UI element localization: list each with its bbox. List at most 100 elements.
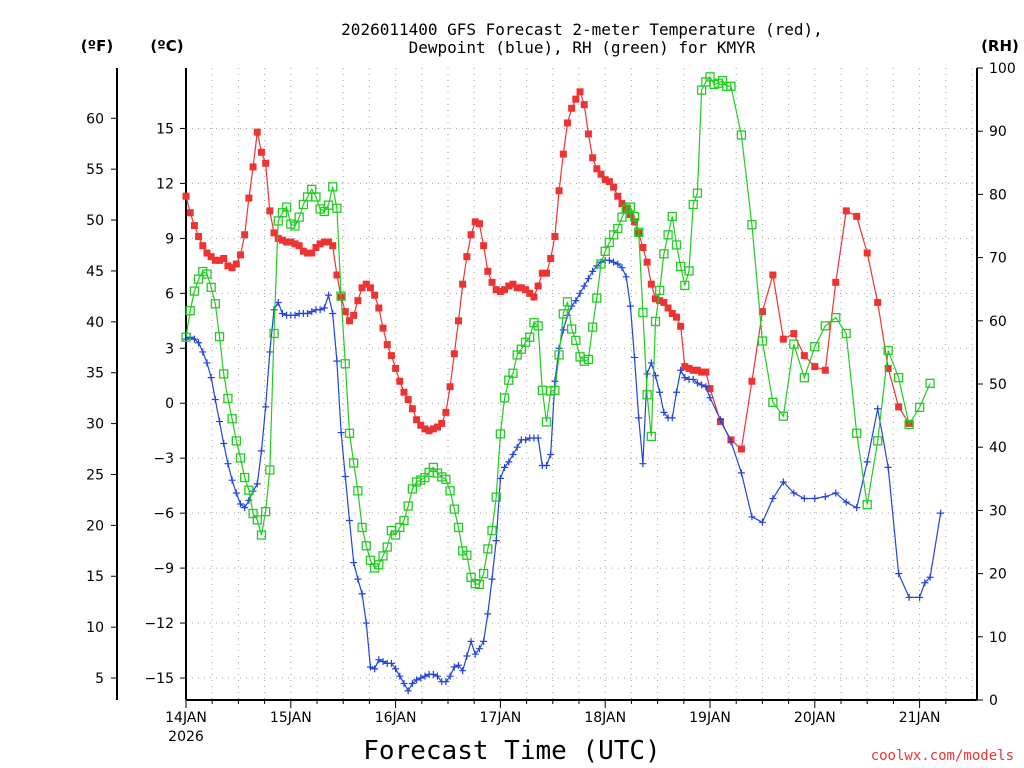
- dewpoint-point: [228, 476, 236, 484]
- rh-point: [562, 297, 573, 307]
- temperature-point: [488, 278, 496, 286]
- rh-point: [441, 474, 451, 485]
- temperature-point: [643, 258, 651, 266]
- temperature-point: [333, 271, 341, 279]
- dewpoint-point: [547, 451, 555, 459]
- temperature-point: [266, 207, 274, 215]
- rh-point: [260, 507, 271, 517]
- rh-point: [600, 246, 610, 256]
- dewpoint-point: [392, 665, 400, 673]
- dewpoint-point: [329, 309, 337, 317]
- dewpoint-point: [522, 436, 530, 444]
- rh-point: [638, 307, 648, 318]
- rh-tick-label: 90: [989, 124, 1007, 140]
- dewpoint-point: [253, 480, 261, 488]
- temperature-point: [379, 324, 387, 332]
- fahrenheit-tick-label: 10: [86, 620, 104, 636]
- rh-point: [883, 345, 893, 356]
- dewpoint-point: [262, 403, 270, 411]
- dewpoint-point: [716, 416, 724, 424]
- dewpoint-point: [916, 593, 924, 601]
- dewpoint-point: [400, 680, 408, 688]
- temperature-point: [551, 233, 559, 241]
- temperature-point: [228, 264, 236, 272]
- dewpoint-point: [800, 494, 808, 502]
- rh-point: [684, 266, 694, 276]
- dewpoint-point: [387, 659, 395, 667]
- rh-point: [747, 220, 757, 230]
- fahrenheit-tick-label: 55: [86, 162, 104, 178]
- dewpoint-point: [584, 275, 592, 283]
- rh-point: [453, 522, 464, 533]
- rh-point: [244, 485, 254, 495]
- temperature-point: [467, 231, 475, 239]
- rh-point: [206, 282, 216, 292]
- dewpoint-point: [354, 575, 362, 583]
- time-tick-label: 16JAN: [375, 710, 417, 726]
- temperature-point: [547, 255, 555, 263]
- temperature-point: [454, 317, 462, 325]
- celsius-unit-label: (ºC): [150, 37, 183, 55]
- rh-point: [269, 328, 279, 339]
- dewpoint-point: [257, 447, 265, 455]
- dewpoint-point: [471, 650, 479, 658]
- dewpoint-point: [304, 309, 312, 317]
- rh-point: [583, 354, 594, 365]
- dewpoint-point: [337, 429, 345, 437]
- rh-point: [778, 411, 789, 421]
- rh-point: [541, 417, 552, 427]
- dewpoint-point: [467, 637, 475, 645]
- rh-point: [332, 203, 342, 213]
- rh-point: [820, 321, 830, 331]
- rh-point: [449, 504, 459, 514]
- dewpoint-point: [572, 297, 580, 305]
- temperature-point: [779, 335, 787, 343]
- temperature-point: [601, 176, 609, 184]
- rh-point: [629, 211, 640, 222]
- fahrenheit-unit-label: (ºF): [81, 37, 113, 55]
- series-layer: [181, 72, 945, 695]
- rh-point: [831, 312, 841, 323]
- dewpoint-point: [211, 396, 219, 404]
- temperature-point: [245, 194, 253, 202]
- fahrenheit-tick-label: 25: [86, 467, 104, 483]
- dewpoint-point: [421, 672, 429, 680]
- dewpoint-point: [559, 326, 567, 334]
- temperature-point: [874, 298, 882, 306]
- dewpoint-point: [921, 579, 929, 587]
- credit-text: coolwx.com/models: [871, 748, 1014, 764]
- temperature-point: [706, 385, 714, 393]
- temperature-point: [631, 218, 639, 226]
- rh-point: [655, 285, 665, 296]
- temperature-point: [517, 284, 525, 292]
- rh-line: [185, 75, 931, 585]
- celsius-tick-label: −12: [144, 616, 174, 632]
- rh-point: [625, 202, 636, 212]
- rh-point: [789, 339, 799, 349]
- dewpoint-point: [492, 537, 500, 545]
- rh-point: [185, 306, 195, 316]
- rh-point: [281, 202, 292, 212]
- rh-point: [852, 428, 862, 438]
- fahrenheit-tick-label: 30: [86, 417, 104, 433]
- rh-tick-label: 0: [989, 693, 998, 709]
- temperature-point: [505, 282, 513, 290]
- rh-point: [587, 322, 598, 332]
- rh-point: [235, 453, 246, 463]
- temperature-point: [257, 148, 265, 156]
- rh-tick-label: 60: [989, 314, 1007, 330]
- temperature-point: [698, 368, 706, 376]
- rh-point: [214, 331, 225, 342]
- dewpoint-point: [863, 458, 871, 466]
- dewpoint-point: [266, 348, 274, 356]
- temperature-point: [404, 396, 412, 404]
- dewpoint-point: [635, 414, 643, 422]
- dewpoint-point: [291, 311, 299, 319]
- temperature-point: [408, 405, 416, 413]
- dewpoint-point: [702, 383, 710, 391]
- dewpoint-point: [513, 443, 521, 451]
- rh-point: [462, 550, 472, 560]
- dewpoint-point: [656, 388, 664, 396]
- temperature-point: [295, 242, 303, 250]
- dewpoint-point: [316, 306, 324, 314]
